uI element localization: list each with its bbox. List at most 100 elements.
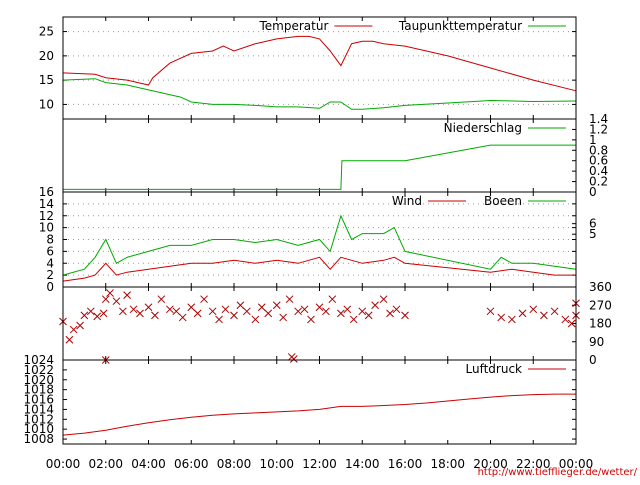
scatter-point — [386, 309, 394, 318]
footer-url[interactable]: http://www.tiefflieger.de/wetter/ — [478, 467, 638, 478]
y-tick-label: 1014 — [23, 402, 54, 416]
scatter-point — [93, 312, 102, 321]
y-tick-label: 20 — [39, 49, 54, 63]
scatter-point — [337, 309, 345, 318]
y-tick-label: 180 — [589, 317, 612, 331]
y-tick-label: 360 — [589, 280, 612, 294]
scatter-point — [187, 303, 196, 312]
scatter-point — [300, 305, 309, 314]
scatter-point — [285, 295, 294, 304]
y-tick-label: 0 — [46, 280, 54, 294]
scatter-point — [364, 311, 373, 320]
scatter-point — [86, 307, 95, 316]
x-tick-label: 22:00 — [516, 457, 551, 471]
scatter-point — [123, 291, 131, 299]
scatter-point — [200, 295, 208, 304]
panel-frame — [62, 359, 577, 445]
y2-tick-label: 5 — [589, 227, 597, 241]
scatter-point — [80, 311, 89, 320]
scatter-point — [358, 307, 367, 316]
series-line-taupunkttemperatur — [62, 78, 577, 110]
x-tick-label: 00:00 — [559, 457, 594, 471]
scatter-point — [221, 305, 230, 314]
x-axis: 00:00 02:00 04:00 06:00 08:00 10:00 12:00 14:00… — [46, 457, 594, 471]
x-tick-label: 18:00 — [430, 457, 465, 471]
panel-1: 00.20.40.60.811.21.4 Niederschlag — [62, 112, 608, 199]
scatter-point — [561, 315, 570, 324]
legend-label: Luftdruck — [465, 362, 522, 376]
scatter-point — [497, 313, 506, 322]
scatter-point — [371, 301, 379, 310]
scatter-point — [99, 309, 108, 318]
scatter-point — [208, 307, 217, 316]
y-tick-label: 0.4 — [589, 164, 608, 178]
y-tick-label: 1016 — [23, 393, 54, 407]
series-line-wind — [62, 256, 576, 282]
scatter-point — [144, 303, 153, 312]
scatter-point — [486, 307, 495, 316]
y-tick-label: 1018 — [23, 383, 54, 397]
y-tick-label: 14 — [39, 197, 54, 211]
y-tick-label: 16 — [39, 185, 54, 199]
x-tick-label: 08:00 — [217, 457, 252, 471]
scatter-point — [215, 315, 223, 324]
legend-label: Niederschlag — [444, 121, 522, 135]
scatter-point — [401, 311, 409, 320]
legend-label: Boeen — [484, 194, 522, 208]
scatter-point — [69, 325, 78, 334]
scatter-point — [272, 301, 281, 310]
scatter-point — [136, 309, 144, 318]
scatter-point — [112, 297, 121, 306]
scatter-point — [315, 303, 324, 312]
scatter-point — [264, 309, 273, 318]
series-line-boeen — [62, 214, 577, 276]
scatter-point — [236, 301, 245, 310]
scatter-point — [307, 315, 315, 324]
scatter-point — [294, 307, 302, 316]
y-tick-label: 1020 — [23, 373, 54, 387]
scatter-point — [65, 335, 74, 344]
x-tick-label: 16:00 — [388, 457, 423, 471]
y-tick-label: 0.8 — [589, 143, 608, 157]
y-tick-label: 25 — [39, 25, 54, 39]
scatter-point — [101, 295, 110, 304]
scatter-point — [379, 295, 388, 304]
y-tick-label: 10 — [39, 97, 54, 111]
scatter-point — [508, 315, 516, 324]
scatter-point — [106, 289, 114, 297]
legend-label: Wind — [392, 194, 422, 208]
scatter-point — [178, 313, 187, 322]
y-tick-label: 12 — [39, 209, 54, 223]
y-tick-label: 0.2 — [589, 175, 608, 189]
scatter-point — [567, 319, 576, 328]
y2-tick-label: 6 — [589, 217, 597, 231]
y-tick-label: 1012 — [23, 412, 54, 426]
y-tick-label: 90 — [589, 335, 604, 349]
scatter-point — [322, 307, 330, 316]
y-tick-label: 1010 — [23, 422, 54, 436]
scatter-point — [257, 303, 266, 312]
legend-label: Taupunkttemperatur — [398, 19, 522, 33]
scatter-point — [343, 305, 352, 314]
y-tick-label: 0 — [589, 185, 597, 199]
y-tick-label: 1008 — [23, 432, 54, 446]
x-tick-label: 12:00 — [302, 457, 337, 471]
scatter-point — [193, 309, 202, 318]
scatter-point — [118, 307, 127, 316]
x-tick-label: 20:00 — [473, 457, 508, 471]
y-tick-label: 270 — [589, 298, 612, 312]
y-tick-label: 6 — [46, 244, 54, 258]
series-line-luftdruck — [62, 393, 576, 436]
scatter-point — [540, 311, 548, 320]
scatter-point — [529, 305, 538, 314]
series-line-temperatur — [62, 35, 577, 92]
scatter-point — [392, 305, 401, 314]
y-tick-label: 10 — [39, 221, 54, 235]
scatter-point — [550, 307, 559, 316]
x-tick-label: 10:00 — [259, 457, 294, 471]
y-tick-label: 1 — [589, 133, 597, 147]
